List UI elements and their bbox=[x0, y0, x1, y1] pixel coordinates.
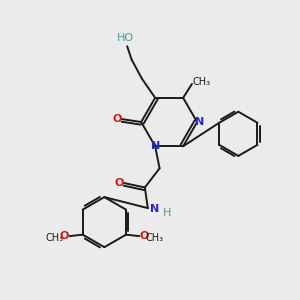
Text: CH₃: CH₃ bbox=[45, 232, 63, 243]
Text: O: O bbox=[140, 231, 149, 241]
Text: N: N bbox=[150, 204, 159, 214]
Text: HO: HO bbox=[117, 33, 134, 43]
Text: N: N bbox=[151, 141, 160, 151]
Text: N: N bbox=[195, 117, 205, 127]
Text: O: O bbox=[60, 231, 69, 241]
Text: O: O bbox=[114, 178, 124, 188]
Text: CH₃: CH₃ bbox=[146, 232, 164, 243]
Text: CH₃: CH₃ bbox=[193, 76, 211, 87]
Text: H: H bbox=[163, 208, 171, 218]
Text: O: O bbox=[112, 114, 122, 124]
